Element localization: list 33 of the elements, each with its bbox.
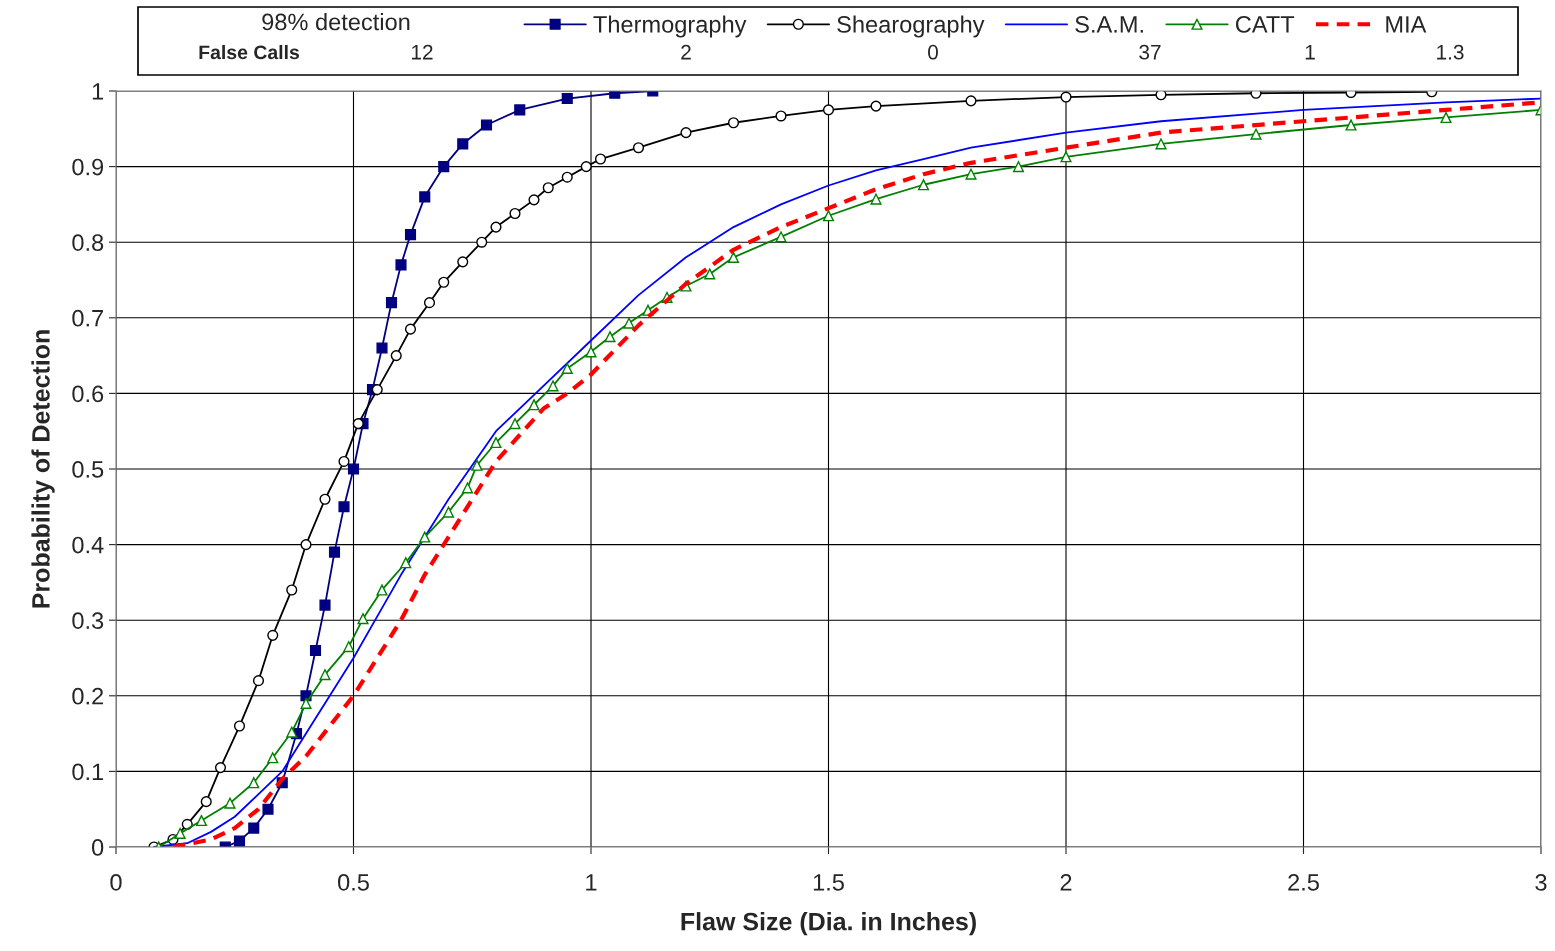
x-tick-label: 1 <box>586 874 597 891</box>
legend-label: MIA <box>1386 16 1427 33</box>
x-tick-label: 0 <box>110 874 122 891</box>
y-tick-label: 0.6 <box>72 385 104 403</box>
text: 0 <box>928 44 938 60</box>
text: False Calls <box>199 44 300 60</box>
y-tick-label: 0.5 <box>72 461 104 478</box>
legend-label: CATT <box>1235 16 1295 33</box>
y-tick-label: 1 <box>92 83 104 100</box>
text: 98% detection <box>262 13 410 31</box>
x-tick-label: 1.5 <box>813 874 844 891</box>
text: 37 <box>1139 44 1161 60</box>
y-tick-label: 0.8 <box>72 234 104 251</box>
x-axis-title: Flaw Size (Dia. in Inches) <box>681 912 976 936</box>
legend-label: Shearography <box>837 15 985 38</box>
y-tick-label: 0.3 <box>72 612 104 629</box>
text: 1 <box>1305 45 1315 60</box>
y-tick-label: 0.7 <box>72 309 104 327</box>
x-tick-label: 2.5 <box>1288 874 1319 891</box>
y-tick-label: 0.4 <box>72 536 104 554</box>
legend-label: S.A.M. <box>1075 16 1143 33</box>
x-tick-label: 2 <box>1060 874 1072 891</box>
legend-label: Thermography <box>593 15 747 38</box>
x-tick-label: 0.5 <box>338 874 369 891</box>
y-tick-label: 0.1 <box>72 763 104 781</box>
text: 2 <box>681 44 691 60</box>
x-tick-label: 3 <box>1535 874 1547 891</box>
text: 12 <box>412 44 433 60</box>
y-tick-label: 0.9 <box>72 158 104 176</box>
text: 1.3 <box>1437 44 1464 60</box>
y-axis-title: Probability of Detection <box>31 330 55 608</box>
y-tick-label: 0.2 <box>72 687 104 705</box>
y-tick-label: 0 <box>91 839 104 856</box>
